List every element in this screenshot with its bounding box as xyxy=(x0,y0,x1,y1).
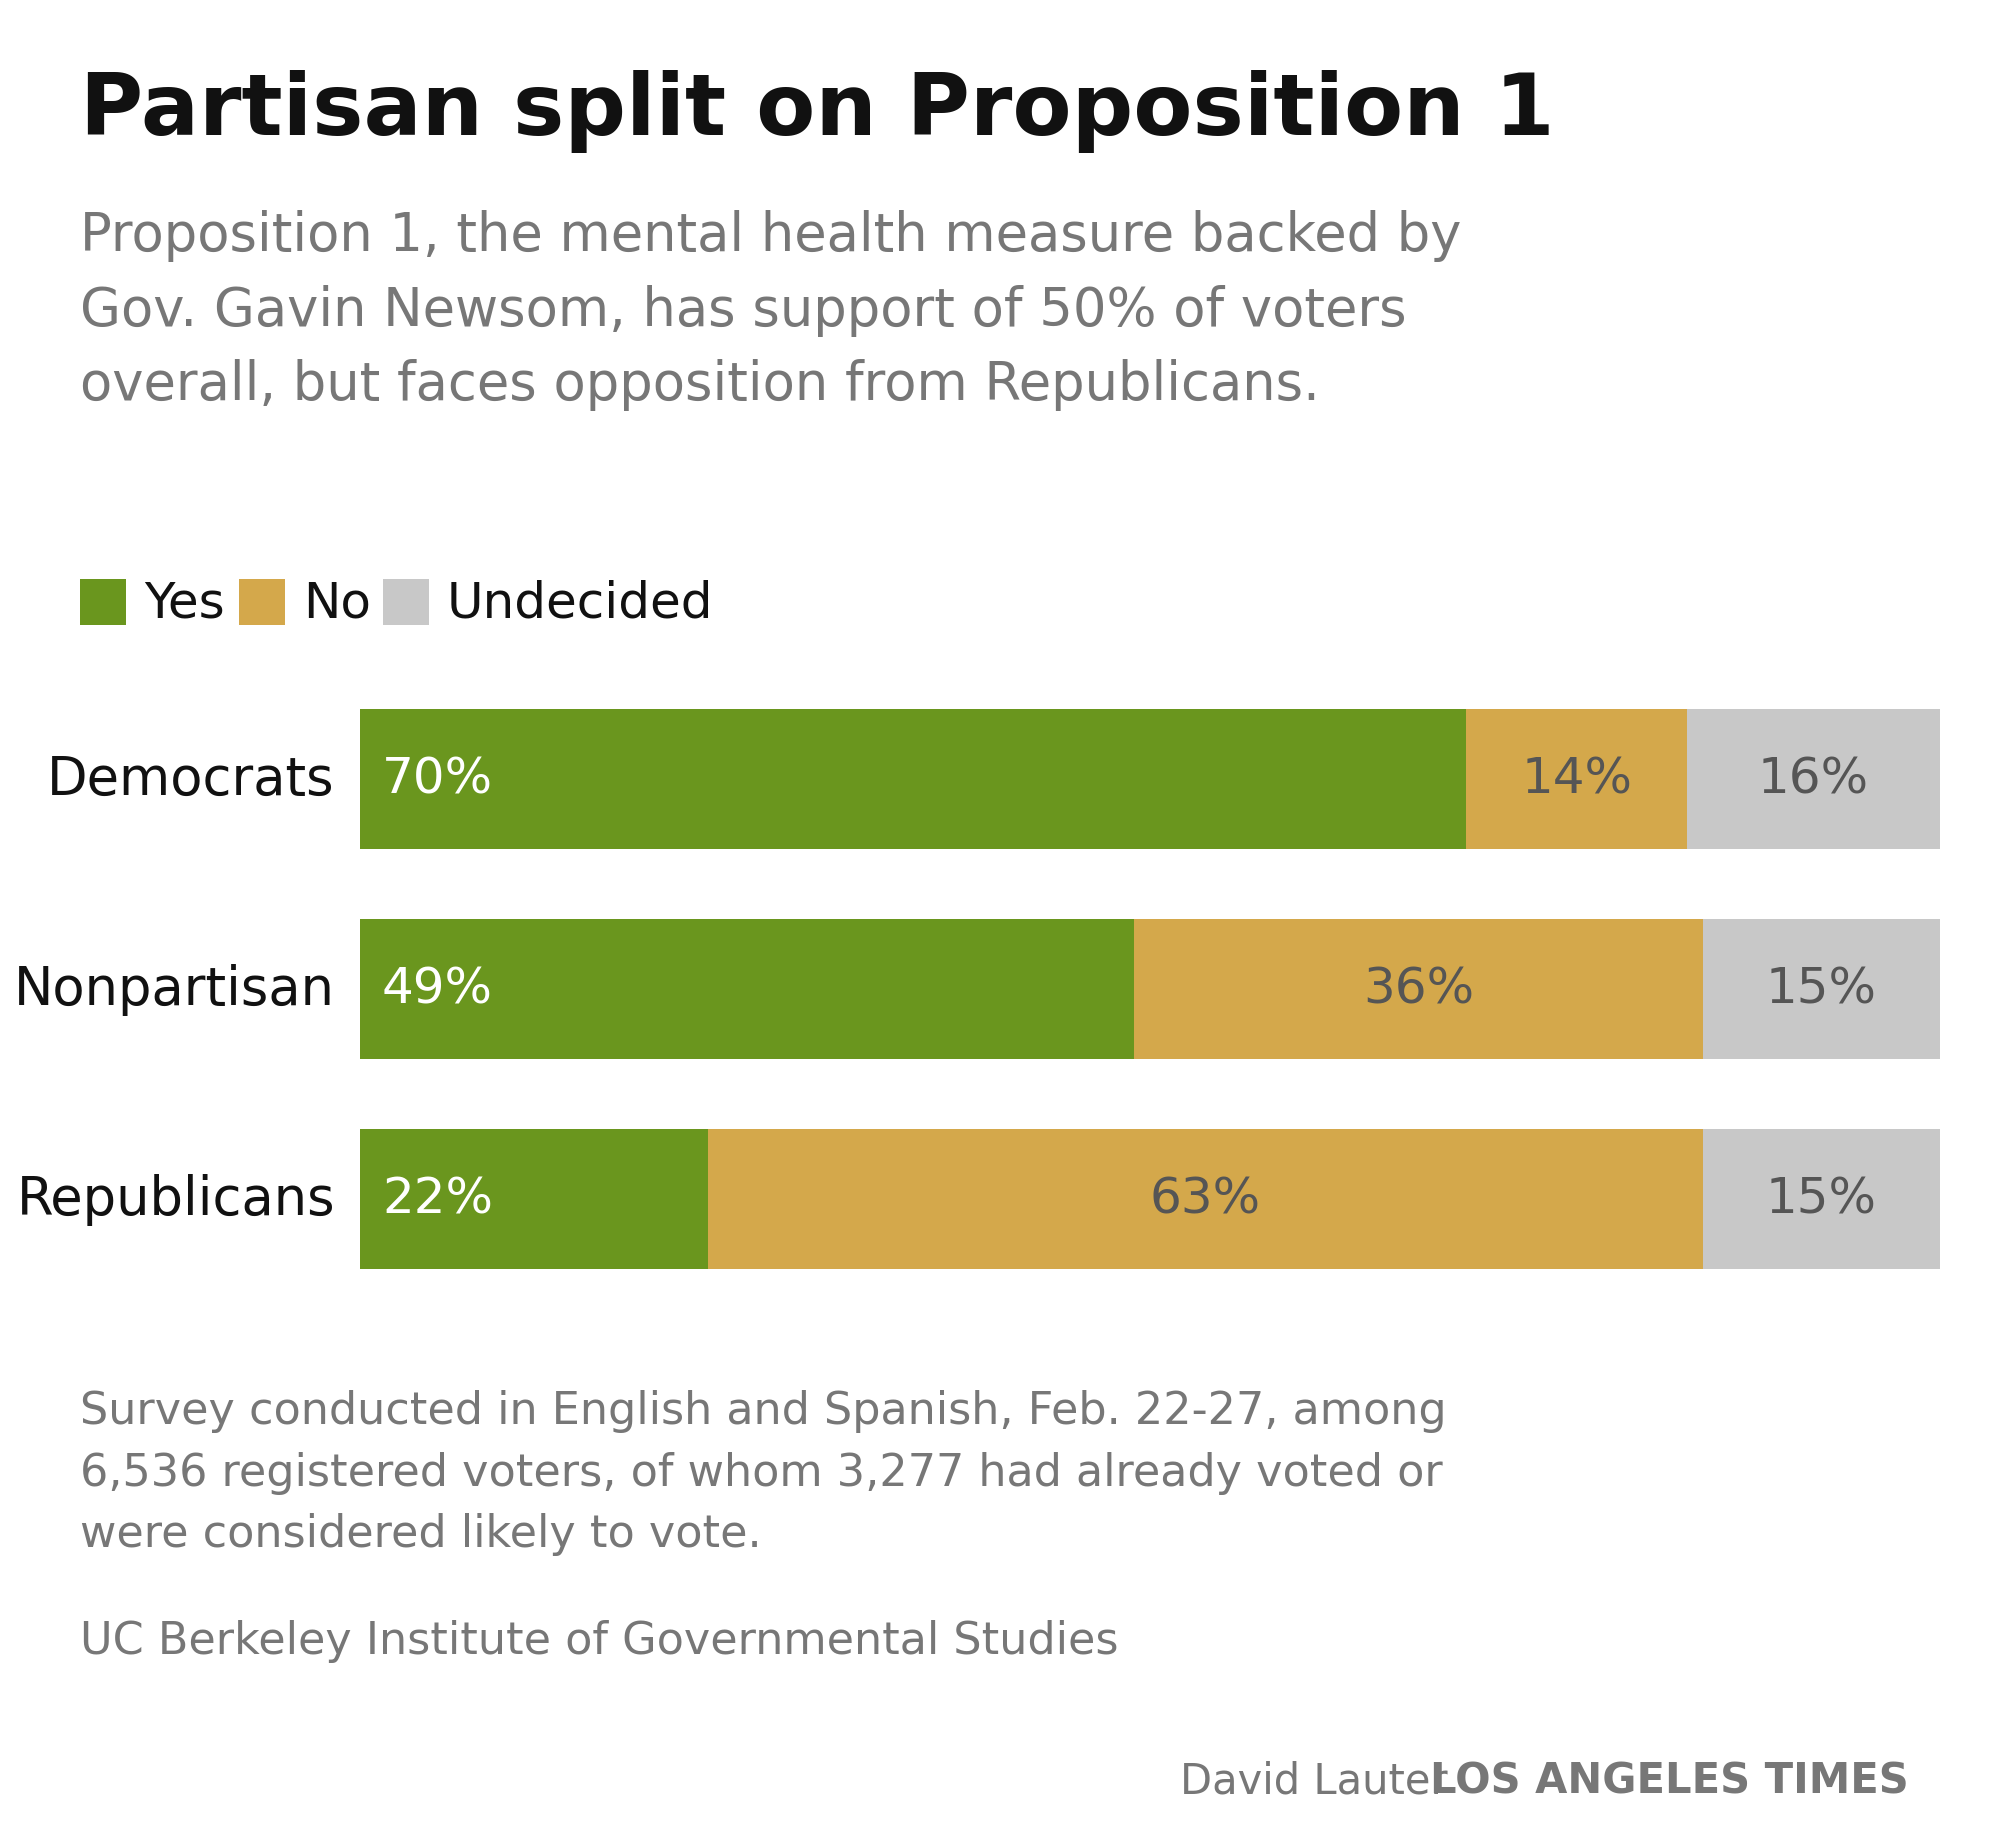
Text: LOS ANGELES TIMES: LOS ANGELES TIMES xyxy=(1430,1759,1908,1802)
Text: 49%: 49% xyxy=(382,965,492,1013)
Text: Nonpartisan: Nonpartisan xyxy=(14,963,336,1015)
Text: Yes: Yes xyxy=(144,578,224,626)
Text: David Lauter: David Lauter xyxy=(1180,1759,1474,1802)
FancyBboxPatch shape xyxy=(1702,920,1940,1059)
FancyBboxPatch shape xyxy=(1688,710,1940,850)
FancyBboxPatch shape xyxy=(240,580,286,626)
Text: Republicans: Republicans xyxy=(16,1173,336,1225)
FancyBboxPatch shape xyxy=(1466,710,1688,850)
FancyBboxPatch shape xyxy=(1704,1129,1940,1270)
Text: 15%: 15% xyxy=(1766,1175,1876,1223)
Text: 16%: 16% xyxy=(1758,756,1870,804)
FancyBboxPatch shape xyxy=(360,710,1466,850)
FancyBboxPatch shape xyxy=(360,920,1134,1059)
Text: 15%: 15% xyxy=(1766,965,1876,1013)
Text: Partisan split on Proposition 1: Partisan split on Proposition 1 xyxy=(80,70,1554,153)
FancyBboxPatch shape xyxy=(708,1129,1704,1270)
FancyBboxPatch shape xyxy=(360,1129,708,1270)
FancyBboxPatch shape xyxy=(384,580,428,626)
Text: Survey conducted in English and Spanish, Feb. 22-27, among
6,536 registered vote: Survey conducted in English and Spanish,… xyxy=(80,1390,1446,1556)
Text: 70%: 70% xyxy=(382,756,494,804)
Text: Proposition 1, the mental health measure backed by
Gov. Gavin Newsom, has suppor: Proposition 1, the mental health measure… xyxy=(80,211,1462,410)
FancyBboxPatch shape xyxy=(1134,920,1702,1059)
Text: Undecided: Undecided xyxy=(448,578,714,626)
Text: Democrats: Democrats xyxy=(48,754,336,806)
Text: No: No xyxy=(304,578,372,626)
Text: 63%: 63% xyxy=(1150,1175,1260,1223)
FancyBboxPatch shape xyxy=(80,580,126,626)
Text: 36%: 36% xyxy=(1364,965,1474,1013)
Text: 14%: 14% xyxy=(1522,756,1632,804)
Text: 22%: 22% xyxy=(382,1175,492,1223)
Text: UC Berkeley Institute of Governmental Studies: UC Berkeley Institute of Governmental St… xyxy=(80,1619,1118,1661)
